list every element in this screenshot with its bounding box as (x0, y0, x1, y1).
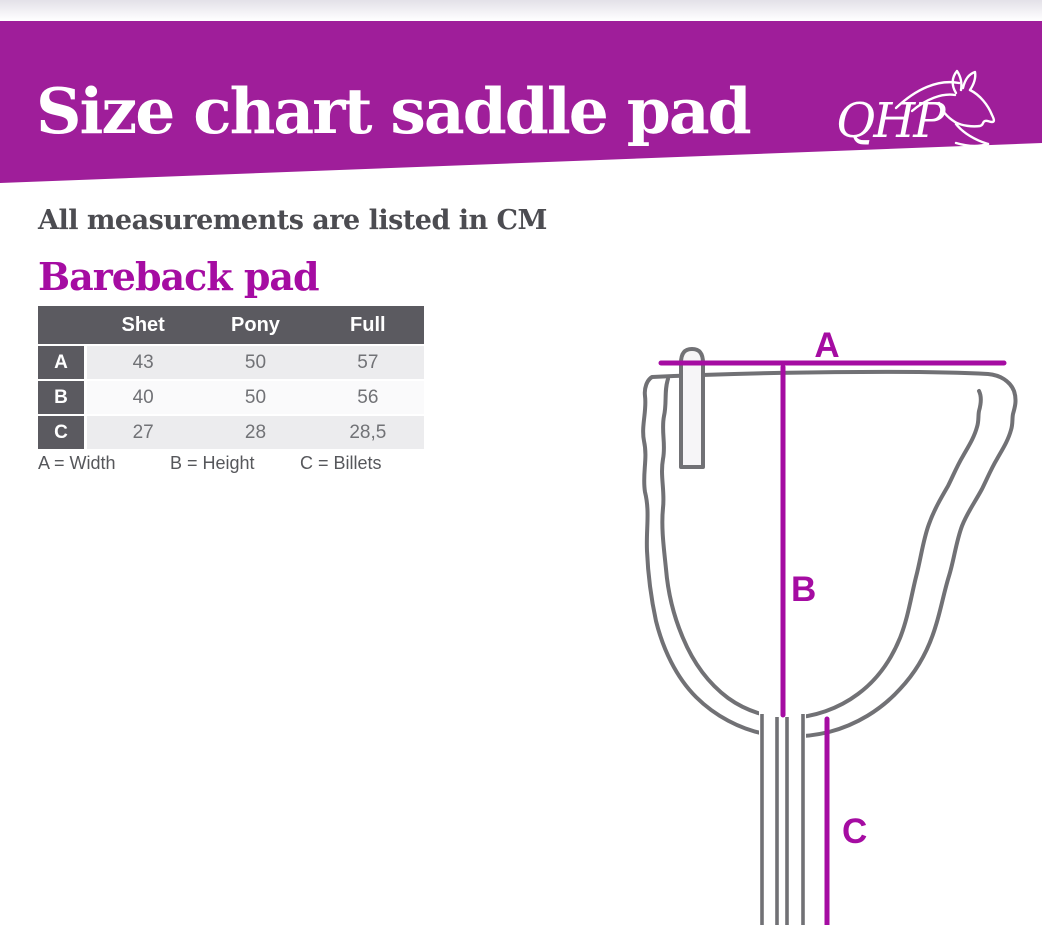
table-row: A 43 50 57 (38, 346, 424, 379)
column-header-shet: Shet (121, 314, 165, 336)
top-gradient-strip (0, 0, 1042, 21)
size-table: Shet Pony Full A 43 50 57 B 40 50 56 C 2… (38, 306, 424, 451)
column-header-full: Full (350, 314, 386, 336)
measurements-note: All measurements are listed in CM (38, 205, 547, 236)
table-cell: 57 (357, 352, 379, 373)
table-cell: 40 (132, 387, 154, 408)
product-heading: Bareback pad (38, 254, 320, 299)
table-row: B 40 50 56 (38, 381, 424, 414)
billet-straps-fill (759, 710, 806, 925)
measurement-label-a: A (814, 328, 839, 365)
row-label-c: C (38, 416, 84, 449)
qhp-logo: QHP (836, 69, 996, 149)
legend-billets: C = Billets (300, 453, 382, 473)
column-header-pony: Pony (231, 314, 280, 336)
table-cell: 43 (132, 352, 154, 373)
qhp-logo-text: QHP (836, 93, 946, 149)
pad-strap-tab (679, 347, 705, 469)
table-corner-cell (38, 306, 87, 344)
table-header-row: Shet Pony Full (38, 306, 424, 344)
table-cell: 50 (244, 387, 267, 408)
table-cell: 56 (357, 387, 379, 408)
row-label-b: B (38, 381, 84, 414)
saddle-pad-diagram: A B C (641, 328, 1018, 925)
saddle-pad-inner-outline (660, 377, 983, 720)
legend-width: A = Width (38, 453, 116, 473)
table-cell: 27 (132, 422, 154, 443)
saddle-pad-outer-outline (641, 369, 1018, 739)
measurement-label-b: B (791, 570, 816, 609)
horse-head-icon (894, 69, 996, 147)
table-legend: A = Width B = Height C = Billets (38, 453, 438, 477)
table-row: C 27 28 28,5 (38, 416, 424, 449)
row-label-a: A (38, 346, 84, 379)
legend-height: B = Height (170, 453, 255, 473)
table-cell: 50 (244, 352, 267, 373)
measurement-label-c: C (842, 812, 867, 851)
table-cell: 28,5 (349, 422, 387, 443)
page-title: Size chart saddle pad (36, 74, 752, 148)
table-cell: 28 (244, 422, 267, 443)
